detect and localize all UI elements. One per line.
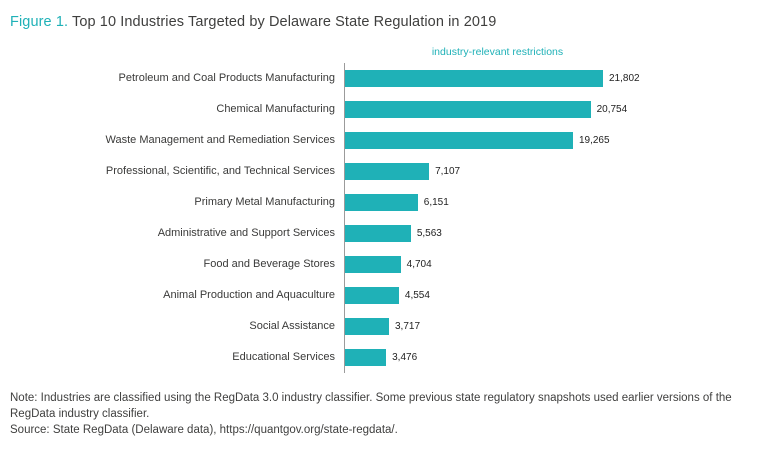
chart-row: Petroleum and Coal Products Manufacturin…	[0, 63, 768, 94]
chart-row: Educational Services 3,476	[0, 342, 768, 373]
value-label: 4,554	[404, 290, 430, 301]
value-label: 5,563	[416, 228, 442, 239]
category-label: Animal Production and Aquaculture	[163, 289, 335, 302]
chart-row: Food and Beverage Stores 4,704	[0, 249, 768, 280]
category-label: Educational Services	[232, 351, 335, 364]
bar-chart: industry-relevant restrictions Petroleum…	[0, 46, 768, 373]
bar-area: 6,151	[344, 187, 768, 218]
value-label: 6,151	[423, 197, 449, 208]
value-label: 20,754	[596, 104, 628, 115]
chart-row: Social Assistance 3,717	[0, 311, 768, 342]
bar-area: 21,802	[344, 63, 768, 94]
bar-area: 3,717	[344, 311, 768, 342]
category-label: Professional, Scientific, and Technical …	[105, 165, 335, 178]
bar	[345, 132, 573, 149]
bar-area: 4,554	[344, 280, 768, 311]
chart-row: Chemical Manufacturing 20,754	[0, 94, 768, 125]
bar	[345, 101, 591, 118]
chart-rows: Petroleum and Coal Products Manufacturin…	[0, 63, 768, 373]
category-label: Food and Beverage Stores	[203, 258, 335, 271]
source-text: Source: State RegData (Delaware data), h…	[10, 424, 398, 437]
chart-row: Primary Metal Manufacturing 6,151	[0, 187, 768, 218]
category-label: Primary Metal Manufacturing	[194, 196, 335, 209]
bar-area: 3,476	[344, 342, 768, 373]
series-label: industry-relevant restrictions	[431, 46, 564, 58]
bar-area: 5,563	[344, 218, 768, 249]
category-label: Petroleum and Coal Products Manufacturin…	[118, 72, 335, 85]
figure-number: Figure 1.	[10, 14, 69, 30]
bar-area: 19,265	[344, 125, 768, 156]
category-label: Chemical Manufacturing	[216, 103, 335, 116]
value-label: 19,265	[578, 135, 610, 146]
bar-area: 7,107	[344, 156, 768, 187]
note-text: Note: Industries are classified using th…	[10, 392, 732, 421]
value-label: 7,107	[435, 166, 461, 177]
chart-row: Animal Production and Aquaculture 4,554	[0, 280, 768, 311]
bar	[345, 256, 401, 273]
bar	[345, 70, 603, 87]
chart-row: Waste Management and Remediation Service…	[0, 125, 768, 156]
bar	[345, 287, 399, 304]
bar	[345, 318, 389, 335]
chart-row: Administrative and Support Services 5,563	[0, 218, 768, 249]
bar	[345, 225, 411, 242]
bar-area: 4,704	[344, 249, 768, 280]
bar	[345, 163, 430, 180]
value-label: 3,717	[394, 321, 421, 332]
bar	[345, 194, 418, 211]
bar-area: 20,754	[344, 94, 768, 125]
figure-title-text: Top 10 Industries Targeted by Delaware S…	[68, 14, 497, 30]
value-label: 21,802	[609, 73, 640, 84]
value-label: 3,476	[392, 352, 418, 363]
figure-title: Figure 1. Top 10 Industries Targeted by …	[0, 0, 768, 30]
bar	[345, 349, 387, 366]
value-label: 4,704	[406, 259, 432, 270]
category-label: Administrative and Support Services	[157, 227, 335, 240]
category-label: Social Assistance	[249, 320, 335, 333]
chart-notes: Note: Industries are classified using th…	[10, 390, 754, 438]
category-label: Waste Management and Remediation Service…	[105, 134, 336, 147]
chart-row: Professional, Scientific, and Technical …	[0, 156, 768, 187]
